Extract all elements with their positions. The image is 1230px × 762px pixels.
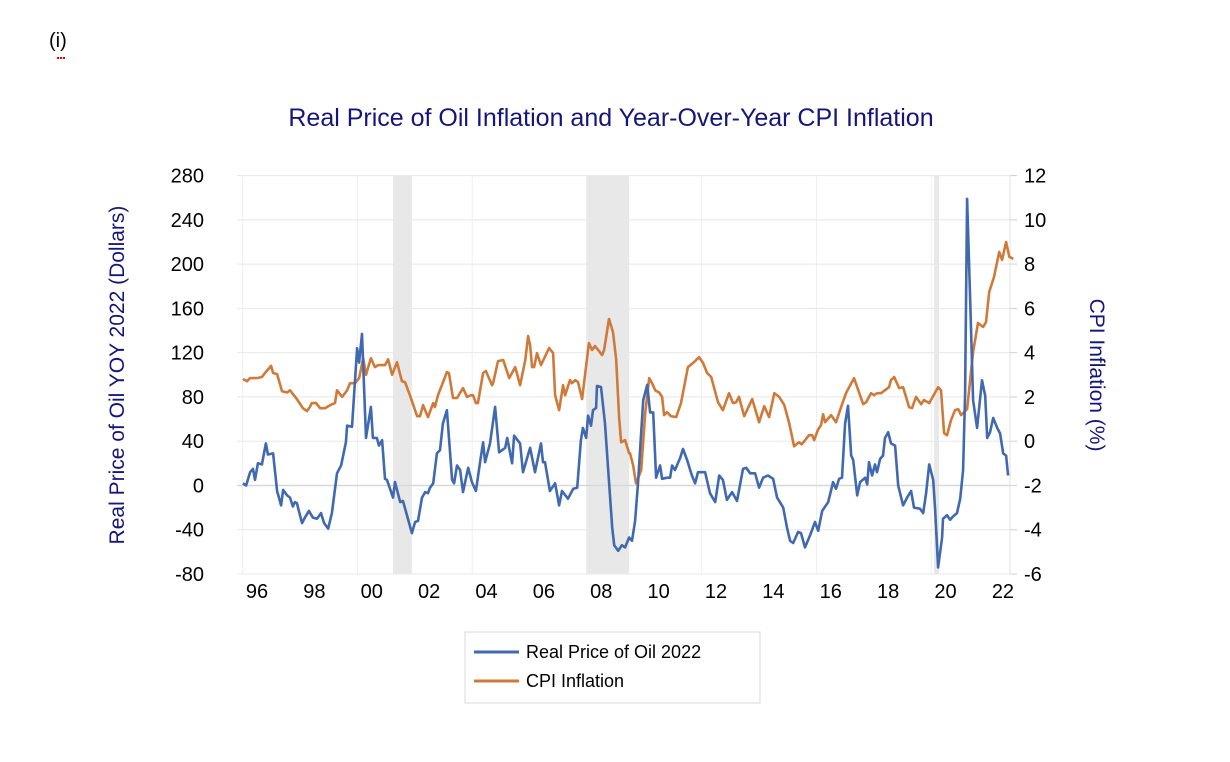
left-axis-label: Real Price of Oil YOY 2022 (Dollars) (106, 206, 129, 545)
panel-label: (i) (49, 30, 67, 52)
left-axis-tick-label: 200 (171, 254, 204, 276)
legend-box (464, 631, 761, 704)
legend: Real Price of Oil 2022 CPI Inflation (464, 631, 761, 704)
right-axis-tick-label: -4 (1024, 520, 1042, 542)
x-axis-tick-label: 18 (877, 581, 899, 603)
recession-band (934, 175, 939, 574)
x-axis-tick-label: 10 (648, 581, 670, 603)
x-axis-tick-label: 02 (418, 581, 440, 603)
x-axis-tick-label: 00 (361, 581, 383, 603)
right-axis-tick-label: 6 (1024, 298, 1035, 320)
x-axis-tick-label: 04 (475, 581, 497, 603)
left-axis-tick-label: -40 (175, 520, 204, 542)
right-axis-tick-label: 10 (1024, 210, 1046, 232)
left-axis-tick-label: 80 (182, 387, 204, 409)
right-axis-tick-label: 8 (1024, 254, 1035, 276)
x-axis-tick-label: 96 (246, 581, 268, 603)
recession-band (392, 175, 412, 574)
right-axis-tick-label: -2 (1024, 475, 1042, 497)
x-axis-tick-label: 98 (303, 581, 325, 603)
tick-labels: -80-4004080120160200240280-6-4-202468101… (171, 166, 1047, 603)
left-axis-tick-label: 280 (171, 166, 204, 188)
spellcheck-underline (57, 54, 65, 59)
x-axis-tick-label: 06 (533, 581, 555, 603)
left-axis-tick-label: 240 (171, 210, 204, 232)
oil-price-line (242, 197, 1010, 569)
x-axis-tick-label: 12 (705, 581, 727, 603)
right-axis-tick-label: 12 (1024, 166, 1046, 188)
legend-label-cpi: CPI Inflation (526, 671, 624, 691)
x-axis-tick-label: 22 (992, 581, 1014, 603)
recession-band (586, 175, 630, 574)
left-axis-tick-label: 160 (171, 298, 204, 320)
x-axis-tick-label: 14 (762, 581, 784, 603)
recession-bands (392, 175, 939, 574)
x-axis-tick-label: 08 (590, 581, 612, 603)
left-axis-tick-label: -80 (175, 564, 204, 586)
left-axis-tick-label: 120 (171, 343, 204, 365)
x-axis-tick-label: 16 (820, 581, 842, 603)
left-axis-tick-label: 40 (182, 431, 204, 453)
legend-label-oil: Real Price of Oil 2022 (526, 642, 701, 662)
right-axis-tick-label: 2 (1024, 387, 1035, 409)
right-axis-label: CPI Inflation (%) (1085, 299, 1108, 452)
right-axis-tick-label: 4 (1024, 343, 1035, 365)
x-axis-tick-label: 20 (934, 581, 956, 603)
left-axis-tick-label: 0 (193, 475, 204, 497)
right-axis-tick-label: 0 (1024, 431, 1035, 453)
right-axis-tick-label: -6 (1024, 564, 1042, 586)
cpi-inflation-line (242, 240, 1014, 485)
chart-title: Real Price of Oil Inflation and Year-Ove… (288, 104, 933, 132)
series-lines (242, 197, 1014, 569)
